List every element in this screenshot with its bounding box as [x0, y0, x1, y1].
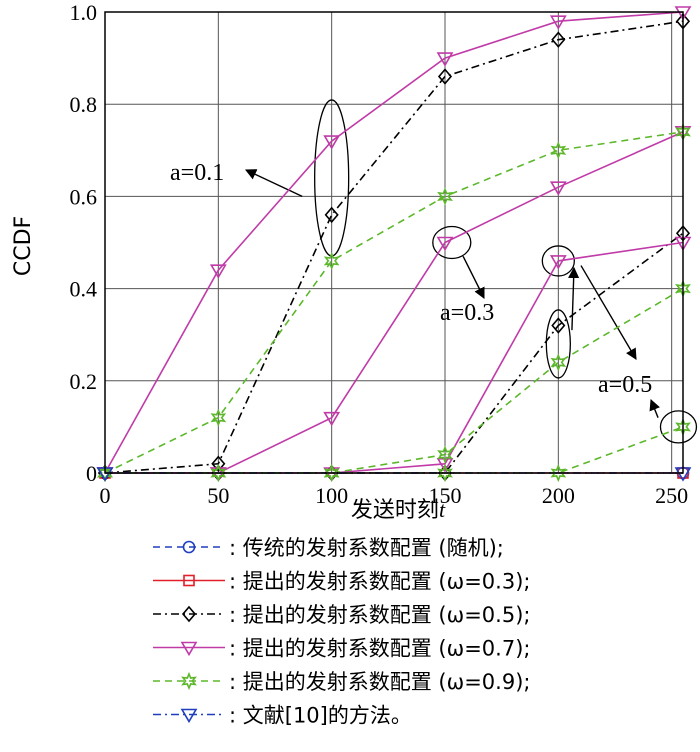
x-tick-label: 50: [207, 483, 229, 508]
legend-marker-0: [182, 540, 196, 554]
y-axis-label: CCDF: [11, 216, 36, 276]
data-point-3-0: [674, 6, 692, 21]
y-tick-label: 1.0: [70, 0, 98, 25]
arrow-a01: [244, 169, 303, 198]
x-tick-label: 250: [655, 483, 688, 508]
data-point-4-2: [210, 463, 227, 483]
data-point-4-1: [437, 445, 453, 464]
legend-label-5: : 文献[10]的方法。: [229, 704, 412, 728]
legend-marker-2: [181, 605, 197, 623]
legend-marker-4: [181, 671, 197, 691]
legend-marker-3: [180, 641, 198, 657]
grid-lines: [104, 11, 683, 474]
data-point-4-0: [210, 408, 227, 427]
legend-label-2: : 提出的发射系数配置 (ω=0.5);: [229, 603, 530, 627]
data-point-4-2: [323, 463, 340, 483]
data-point-3-1: [323, 411, 341, 427]
legend-label-0: : 传统的发射系数配置 (随机);: [229, 536, 504, 560]
x-axis-label: 发送时刻t: [351, 497, 446, 523]
legend-label-4: : 提出的发射系数配置 (ω=0.9);: [229, 670, 530, 694]
annotation-a-0-3: a=0.3: [440, 300, 494, 326]
data-point-4-0: [437, 187, 453, 206]
annotation-a-0-5: a=0.5: [598, 372, 652, 398]
y-tick-label: 0.8: [70, 92, 98, 117]
annotation-ellipse-a05-top: [541, 245, 575, 277]
data-point-2-0: [324, 206, 339, 224]
series-line-4-0: [104, 131, 684, 474]
arrow-a05-mid: [568, 266, 580, 331]
legend: : 传统的发射系数配置 (随机); : 提出的发射系数配置 (ω=0.3); : 提…: [153, 536, 530, 728]
data-point-3-1: [436, 236, 454, 252]
annotation-ellipse-a05-mid: [545, 309, 571, 379]
data-point-2-0: [211, 455, 226, 473]
arrow-a05-bottom: [649, 398, 660, 418]
x-tick-label: 100: [315, 483, 348, 508]
data-point-3-0: [209, 264, 227, 279]
annotation-a-0-1: a=0.1: [170, 160, 224, 186]
legend-marker-1: [183, 574, 195, 587]
series-line-3-2: [105, 241, 684, 474]
x-tick-label: 0: [100, 483, 111, 508]
data-point-4-2: [437, 463, 453, 483]
legend-marker-5: [180, 708, 198, 724]
data-point-2-0: [437, 68, 453, 85]
data-point-3-0: [436, 52, 454, 67]
data-point-4-0: [550, 141, 567, 160]
series-line-2-1: [105, 232, 684, 474]
data-point-2-1: [551, 317, 566, 334]
legend-label-3: : 提出的发射系数配置 (ω=0.7);: [229, 637, 530, 661]
x-tick-label: 150: [429, 483, 462, 508]
annotation-ellipse-a05-bottom: [659, 410, 698, 444]
data-point-4-1: [550, 353, 567, 372]
data-point-3-2: [436, 457, 454, 473]
series-lines: [104, 11, 684, 474]
data-point-3-0: [549, 15, 567, 30]
plot-frame: [104, 11, 684, 474]
data-point-4-0: [323, 251, 340, 270]
arrow-a03: [462, 256, 485, 300]
annotation-ellipse-a03: [432, 225, 472, 260]
data-point-2-0: [551, 31, 566, 48]
series-line-2-0: [104, 20, 684, 474]
data-point-3-0: [323, 135, 341, 150]
legend-label-1: : 提出的发射系数配置 (ω=0.3);: [229, 570, 530, 594]
series-markers: [96, 6, 692, 483]
series-line-4-2: [105, 426, 684, 474]
data-point-4-2: [550, 463, 567, 483]
data-point-3-1: [549, 181, 567, 196]
series-line-3-0: [104, 11, 684, 474]
y-tick-label: 0.6: [70, 184, 98, 209]
y-tick-label: 0.4: [70, 277, 98, 302]
x-label-var: t: [439, 497, 446, 522]
arrow-a05-top: [580, 265, 637, 360]
data-point-3-2: [549, 255, 567, 270]
tick-labels: 0 50 100 150 200 250 0 0.2 0.4 0.6 0.8 1.0: [70, 0, 689, 508]
y-tick-label: 0.2: [70, 369, 98, 394]
x-label-text: 发送时刻: [351, 498, 439, 523]
y-tick-label: 0: [86, 461, 97, 486]
x-tick-label: 200: [542, 483, 575, 508]
